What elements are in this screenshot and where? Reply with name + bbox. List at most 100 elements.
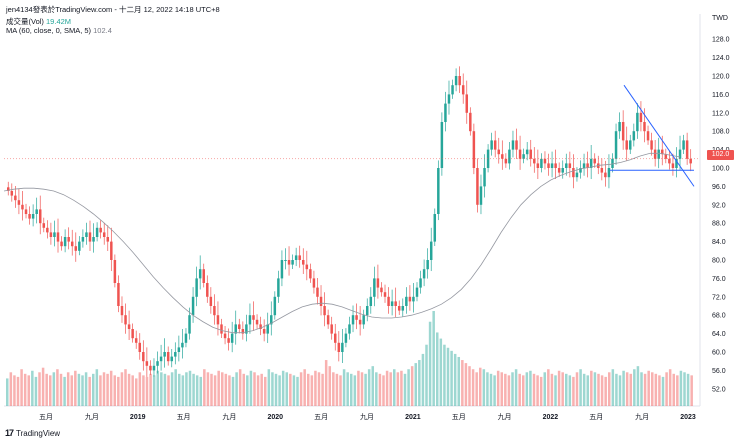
candle — [387, 296, 390, 306]
candle — [611, 158, 614, 168]
candle — [675, 158, 678, 168]
volume-bar — [106, 373, 109, 406]
volume-bar — [600, 375, 604, 406]
candle — [202, 269, 205, 283]
candle — [238, 324, 241, 329]
volume-bar — [471, 369, 475, 406]
volume-bar — [525, 372, 529, 406]
candle — [280, 260, 284, 279]
brand-logo[interactable]: 17 TradingView — [5, 428, 60, 438]
volume-bar — [170, 372, 174, 406]
candle — [46, 227, 49, 233]
candle — [408, 296, 412, 302]
candle — [42, 223, 46, 228]
candle — [355, 315, 358, 320]
volume-bar — [604, 376, 607, 406]
volume-bar — [27, 375, 31, 406]
candle — [415, 287, 419, 297]
candle — [661, 149, 664, 155]
volume-bar — [679, 370, 683, 406]
volume-bar — [668, 369, 672, 406]
volume-bar — [31, 370, 34, 406]
candle — [127, 324, 131, 329]
candle — [582, 163, 586, 168]
volume-bar — [636, 366, 640, 406]
volume-bar — [651, 372, 654, 406]
candle — [312, 278, 316, 288]
volume-bar — [482, 369, 486, 406]
candle — [593, 158, 596, 164]
volume-bar — [242, 373, 246, 406]
candle — [67, 237, 70, 242]
volume-bar — [511, 372, 514, 406]
candle — [163, 352, 166, 357]
candle — [646, 131, 650, 141]
candle — [156, 361, 159, 366]
candle — [31, 214, 35, 219]
candle — [234, 324, 237, 334]
volume-bar — [378, 373, 382, 406]
volume-bar — [99, 375, 102, 406]
candle — [689, 158, 692, 164]
volume-bar — [335, 373, 339, 406]
volume-bar — [514, 369, 518, 406]
volume-bar — [371, 366, 375, 406]
candle — [223, 333, 227, 339]
volume-bar — [418, 360, 421, 406]
volume-bar — [453, 353, 457, 406]
candle — [369, 296, 373, 306]
volume-bar — [299, 372, 303, 406]
candle — [490, 140, 493, 150]
candle — [671, 163, 675, 168]
x-tick-label: 五月 — [452, 413, 466, 421]
candle — [184, 333, 188, 343]
ma-legend[interactable]: MA (60, close, 0, SMA, 5) 102.4 — [6, 26, 112, 35]
candle — [49, 232, 53, 237]
candle — [685, 140, 689, 159]
candle — [277, 278, 280, 297]
volume-bar — [56, 369, 59, 406]
volume-bar — [332, 372, 335, 406]
volume-bar — [77, 373, 81, 406]
volume-bar — [63, 376, 66, 406]
candle — [305, 264, 309, 270]
volume-bar — [52, 372, 56, 406]
volume-bar — [611, 369, 615, 406]
volume-bar — [608, 372, 611, 406]
candle — [458, 76, 461, 86]
candle — [38, 209, 42, 224]
candle — [390, 301, 394, 306]
x-tick-label: 九月 — [222, 412, 236, 421]
x-tick-label: 2022 — [543, 414, 559, 421]
candle — [220, 324, 223, 334]
candle — [145, 361, 149, 366]
candle — [451, 85, 454, 95]
candle — [636, 112, 639, 132]
candle — [550, 163, 554, 168]
candle — [341, 342, 344, 352]
candle — [252, 315, 255, 320]
candle — [177, 347, 181, 352]
candle — [493, 140, 497, 150]
volume-bar — [468, 366, 471, 406]
volume-bar — [23, 373, 27, 406]
y-tick-label: 56.0 — [712, 368, 726, 375]
candle — [476, 168, 479, 205]
candle — [241, 329, 245, 334]
volume-label: 成交量(Vol) — [6, 17, 44, 26]
volume-bar — [439, 338, 443, 406]
y-tick-label: 108.0 — [712, 129, 730, 136]
candle — [273, 296, 277, 316]
volume-bar — [353, 375, 357, 406]
volume-bar — [393, 369, 396, 406]
volume-bar — [281, 370, 285, 406]
candle — [373, 278, 376, 297]
candle — [255, 319, 259, 325]
volume-legend[interactable]: 成交量(Vol) 19.42M — [6, 16, 71, 27]
y-tick-label: 92.0 — [712, 202, 726, 209]
candle — [7, 187, 10, 191]
volume-bar — [400, 370, 403, 406]
volume-bar — [382, 375, 385, 406]
